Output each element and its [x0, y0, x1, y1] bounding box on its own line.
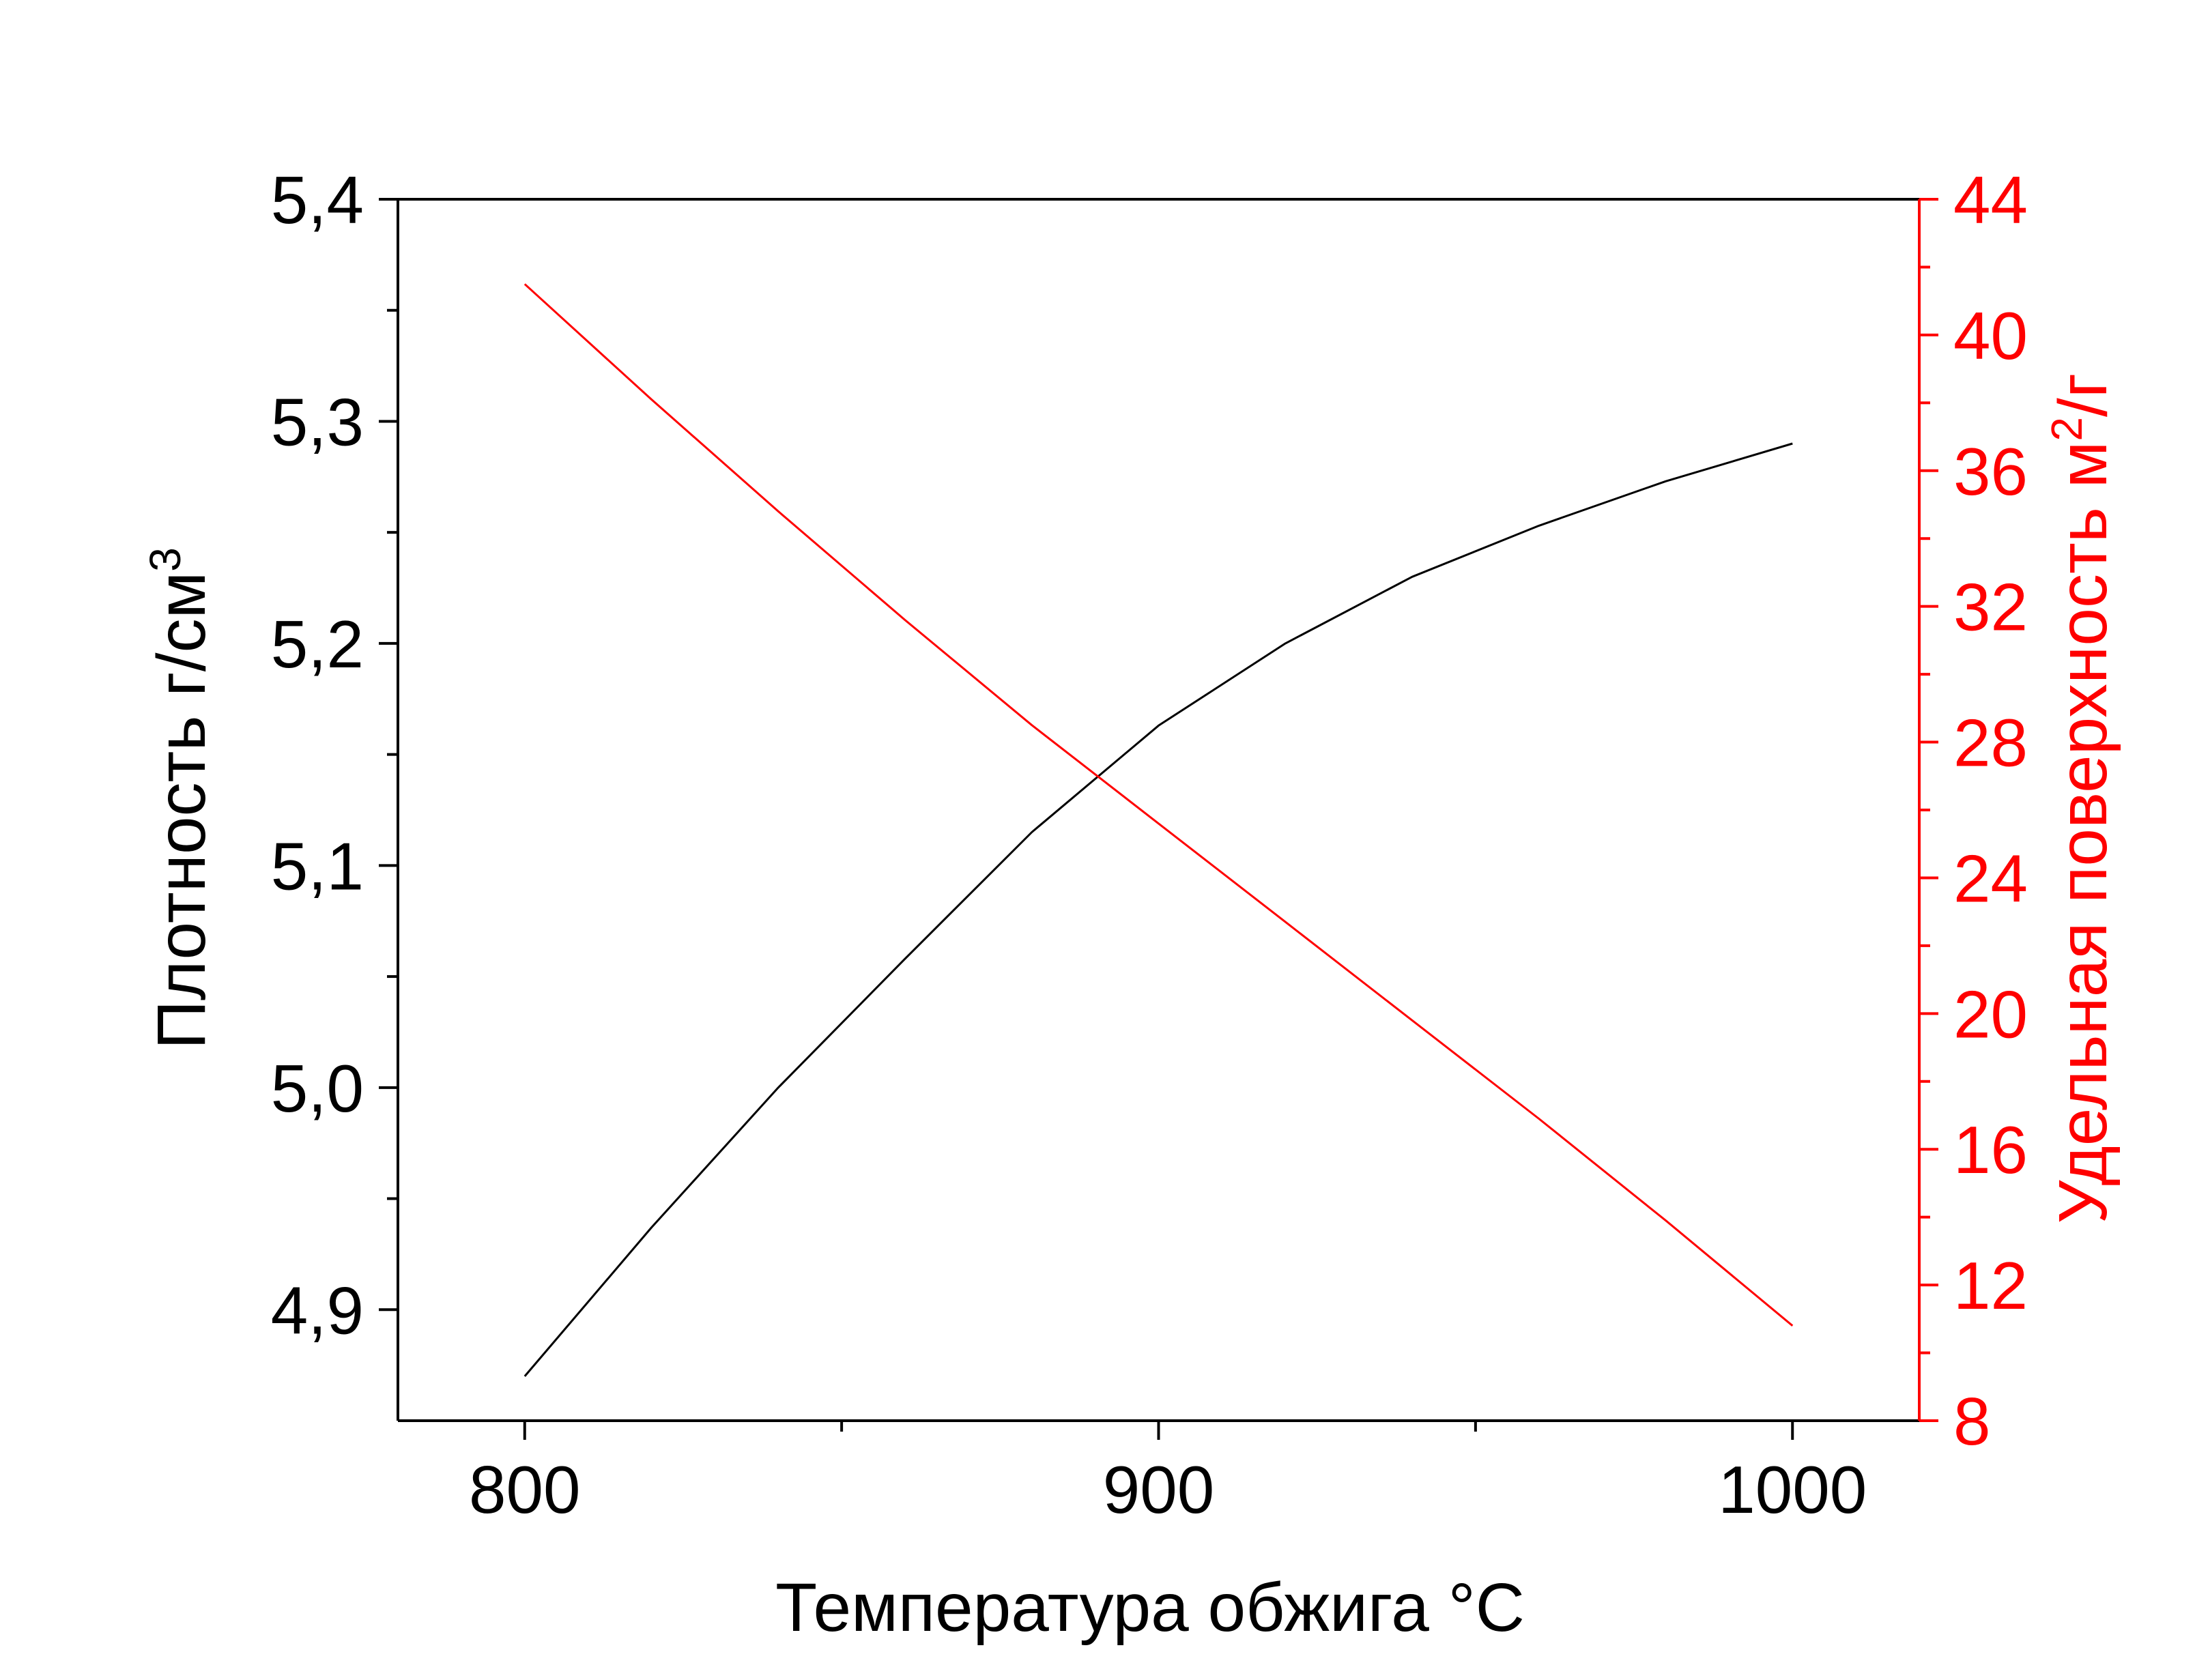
x-axis-title: Температура обжига °C — [775, 1569, 1525, 1646]
series-line-density — [523, 442, 1793, 1377]
y-right-tick-label: 32 — [1953, 570, 2028, 645]
y-right-tick-label: 16 — [1953, 1112, 2028, 1187]
y-axis-left-title-sup: 3 — [141, 547, 190, 572]
y-axis-right-title: Удельная поверхность м2/г — [2042, 373, 2121, 1224]
series-line-surface-area — [523, 283, 1794, 1327]
y-left-tick-label: 5,4 — [271, 162, 364, 237]
x-tick-label: 800 — [469, 1452, 581, 1527]
y-axis-right-title-text: Удельная поверхность м — [2045, 441, 2121, 1224]
x-tick-label: 900 — [1103, 1452, 1215, 1527]
y-right-tick-label: 24 — [1953, 841, 2028, 916]
y-axis-right-title-suffix: /г — [2045, 373, 2121, 417]
y-right-tick-label: 44 — [1953, 162, 2028, 237]
y-right-tick-label: 20 — [1953, 976, 2028, 1052]
y-left-tick-label: 5,1 — [271, 828, 364, 903]
y-right-tick-label: 8 — [1953, 1384, 1991, 1459]
axes — [379, 198, 1938, 1440]
y-right-tick-label: 28 — [1953, 706, 2028, 781]
tick-labels: 800 900 1000 4,9 5,0 5,1 5,2 5,3 5,4 8 12 16 20 24 28 3… — [271, 162, 2028, 1527]
y-axis-left-title: Плотность г/см3 — [141, 547, 220, 1049]
x-tick-label: 1000 — [1718, 1452, 1867, 1527]
y-left-tick-label: 5,2 — [271, 607, 364, 682]
y-left-tick-label: 4,9 — [271, 1273, 364, 1348]
y-axis-right-title-sup: 2 — [2042, 417, 2091, 441]
y-left-tick-label: 5,0 — [271, 1051, 364, 1126]
y-left-tick-label: 5,3 — [271, 384, 364, 459]
y-right-tick-label: 40 — [1953, 298, 2028, 373]
plot-area — [523, 283, 1794, 1377]
y-right-tick-label: 12 — [1953, 1248, 2028, 1323]
y-right-tick-label: 36 — [1953, 434, 2028, 509]
y-axis-left-title-text: Плотность г/см — [143, 572, 220, 1049]
